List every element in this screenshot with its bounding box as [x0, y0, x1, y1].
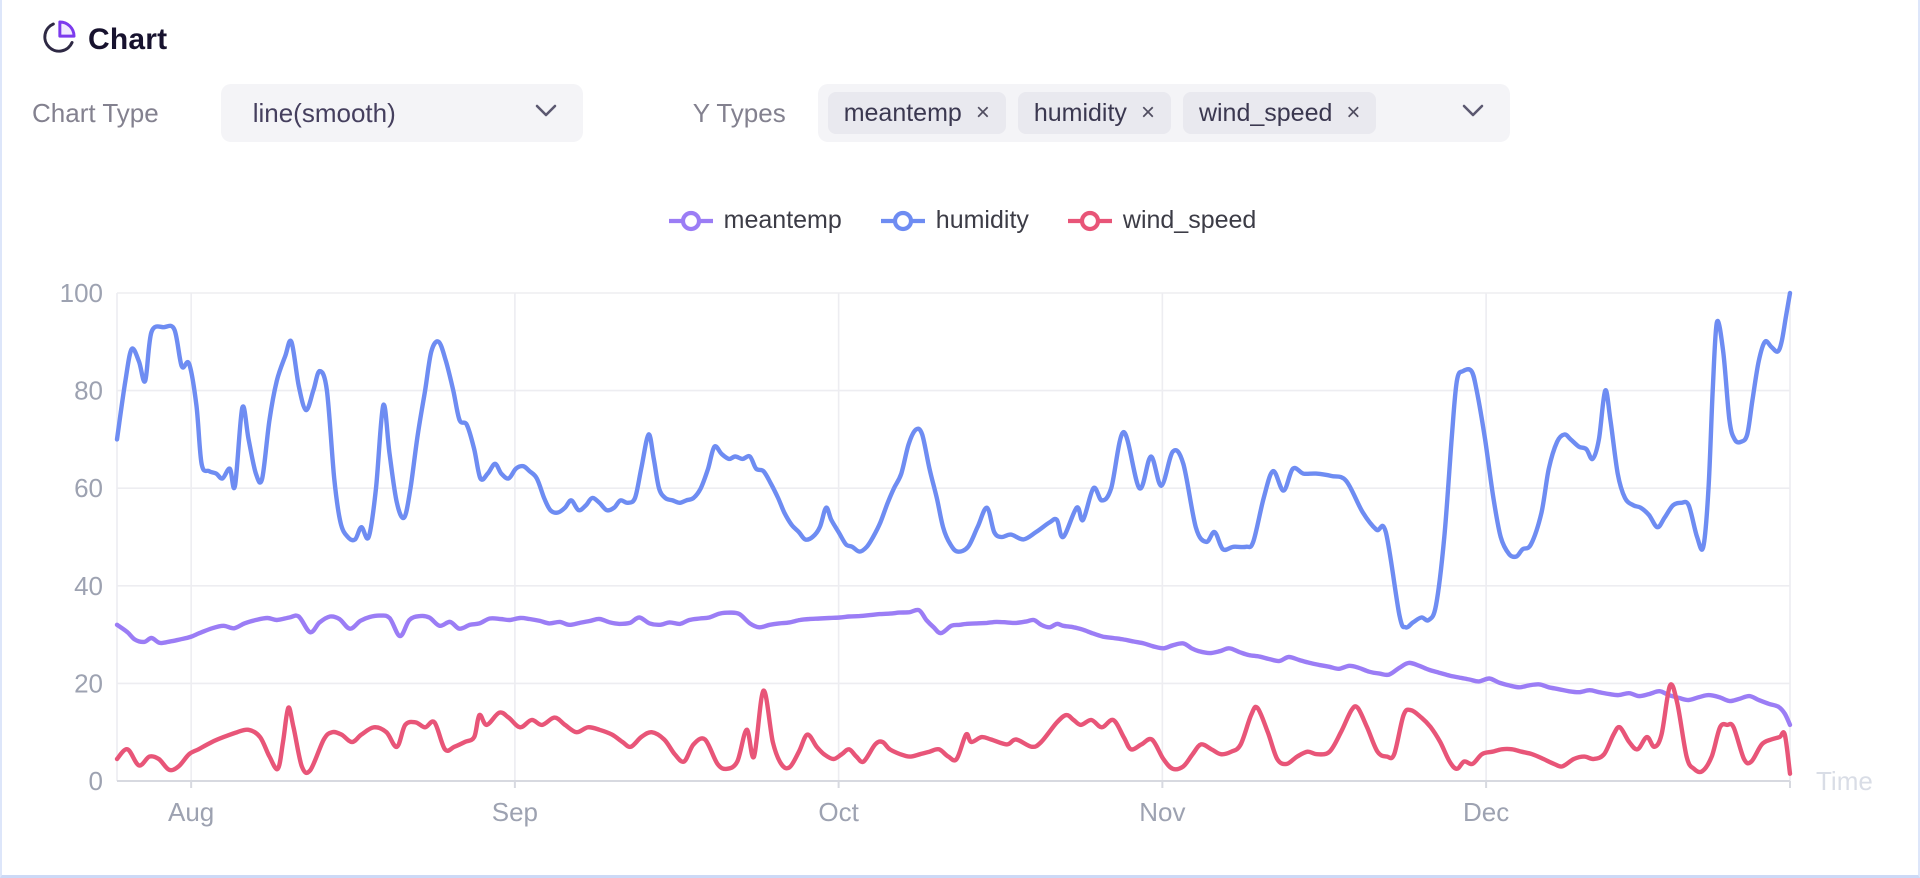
- legend-item-wind_speed[interactable]: wind_speed: [1067, 206, 1256, 235]
- chart-type-label: Chart Type: [32, 97, 159, 128]
- chart-type-select[interactable]: line(smooth): [220, 84, 583, 142]
- y-type-tag-humidity[interactable]: humidity ×: [1017, 92, 1171, 134]
- remove-tag-icon[interactable]: ×: [975, 99, 990, 126]
- series-line-humidity: [114, 290, 1793, 630]
- y-type-tag-wind_speed[interactable]: wind_speed ×: [1182, 92, 1377, 134]
- y-axis-tick-label: 20: [74, 668, 103, 698]
- y-types-label: Y Types: [692, 97, 786, 128]
- tag-label: meantemp: [843, 98, 962, 127]
- tag-label: wind_speed: [1198, 98, 1333, 127]
- legend-label: meantemp: [723, 206, 842, 234]
- y-axis-tick-label: 0: [89, 766, 103, 796]
- y-axis-tick-label: 60: [74, 473, 103, 503]
- chart-type-value: line(smooth): [252, 97, 396, 128]
- chart-controls: Chart Type line(smooth) Y Types meantemp…: [32, 84, 1510, 142]
- x-axis-name: Time: [1816, 766, 1873, 796]
- legend-line-marker-icon: [880, 210, 925, 231]
- chart-legend: meantemp humidity wind_speed: [2, 206, 1920, 235]
- legend-label: humidity: [935, 206, 1029, 234]
- x-axis-tick-label: Dec: [1463, 797, 1509, 827]
- chevron-down-icon: [535, 104, 557, 122]
- remove-tag-icon[interactable]: ×: [1140, 99, 1155, 126]
- y-axis-tick-label: 100: [60, 278, 103, 308]
- page-title: Chart: [88, 22, 168, 56]
- y-axis-tick-label: 40: [74, 571, 103, 601]
- x-axis-tick-label: Aug: [168, 797, 214, 827]
- x-axis-tick-label: Oct: [818, 797, 859, 827]
- legend-item-humidity[interactable]: humidity: [880, 206, 1029, 235]
- y-axis-tick-label: 80: [74, 376, 103, 406]
- pie-chart-icon: [42, 20, 76, 59]
- remove-tag-icon[interactable]: ×: [1346, 99, 1361, 126]
- series-line-meantemp: [114, 607, 1793, 728]
- legend-line-marker-icon: [1067, 210, 1112, 231]
- legend-label: wind_speed: [1122, 206, 1257, 234]
- legend-item-meantemp[interactable]: meantemp: [668, 206, 842, 235]
- tag-label: humidity: [1033, 98, 1127, 127]
- page-header: Chart: [42, 20, 167, 59]
- series-line-wind_speed: [114, 682, 1793, 776]
- x-axis-tick-label: Nov: [1139, 797, 1185, 827]
- y-type-tag-meantemp[interactable]: meantemp ×: [827, 92, 1006, 134]
- chevron-down-icon: [1462, 104, 1484, 122]
- y-types-multiselect[interactable]: meantemp × humidity × wind_speed ×: [817, 84, 1510, 142]
- x-axis-tick-label: Sep: [492, 797, 538, 827]
- legend-line-marker-icon: [668, 210, 713, 231]
